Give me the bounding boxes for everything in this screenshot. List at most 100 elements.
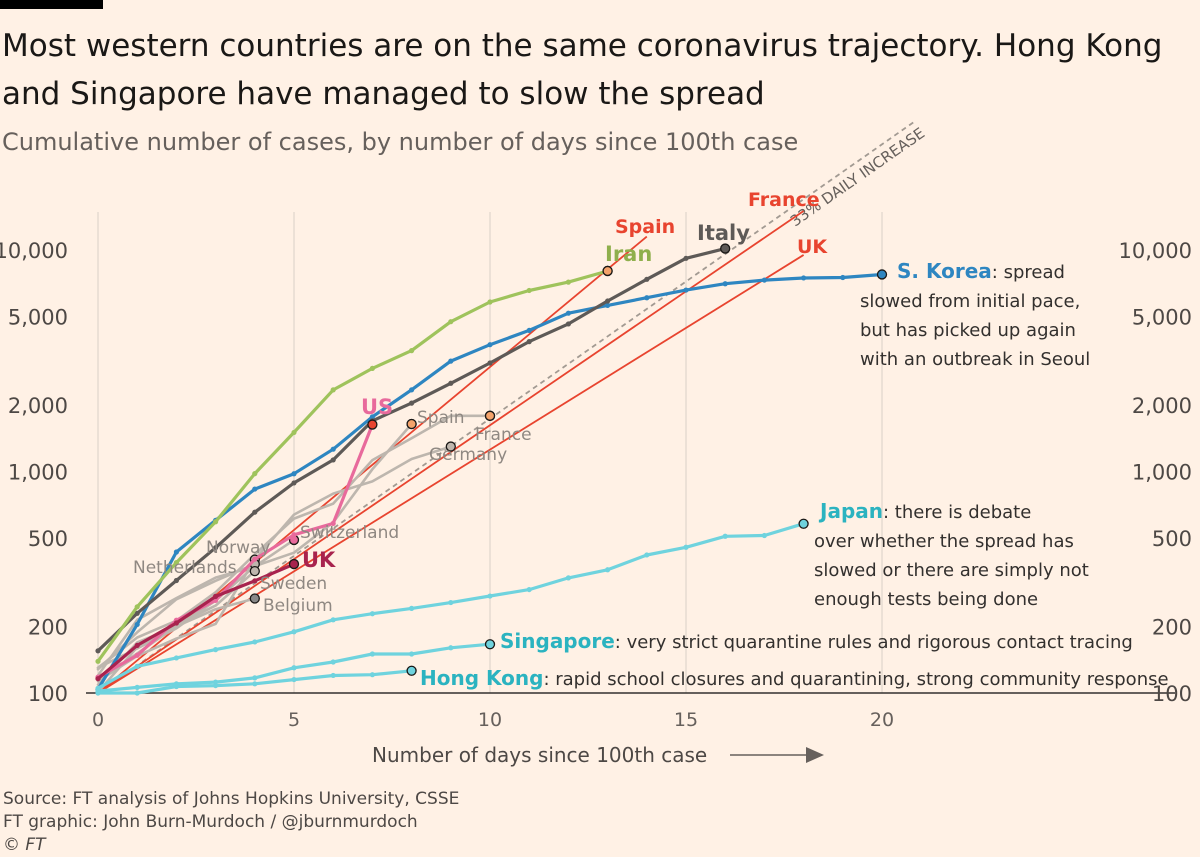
data-point-hong-kong: [252, 681, 258, 687]
end-point-sweden: [249, 565, 260, 577]
data-point-s-korea: [409, 387, 415, 393]
data-point-singapore: [369, 651, 375, 657]
data-point-japan: [369, 611, 375, 617]
data-point-s-korea: [722, 281, 728, 287]
end-point-germany: [445, 441, 456, 452]
series-annotation-singapore: Singapore: very strict quarantine rules …: [500, 629, 1133, 653]
data-point-japan: [565, 575, 572, 581]
footer: Source: FT analysis of Johns Hopkins Uni…: [3, 788, 459, 857]
y-tick-label-left: 1,000: [8, 461, 68, 485]
annotation-line: with an outbreak in Seoul: [860, 349, 1090, 370]
data-point-singapore: [134, 684, 140, 690]
chart-title: Most western countries are on the same c…: [2, 28, 1163, 112]
data-point-italy: [134, 610, 140, 616]
data-point-iran: [252, 471, 258, 477]
chart-subtitle: Cumulative number of cases, by number of…: [2, 128, 799, 156]
data-point-japan: [487, 593, 493, 599]
series-line-france: [96, 414, 492, 670]
annotation-line: slowed from initial pace,: [860, 291, 1080, 312]
annotation-line: : spread: [992, 262, 1065, 283]
data-point-singapore: [330, 659, 336, 665]
data-point-us: [134, 652, 140, 658]
data-point-uk: [95, 676, 101, 682]
series-line-switzerland: [96, 538, 296, 677]
end-point-singapore: [484, 639, 496, 650]
data-point-iran: [409, 348, 415, 354]
end-point-s-korea: [876, 269, 888, 280]
data-point-s-korea: [840, 274, 846, 281]
y-tick-label-right: 2,000: [1132, 394, 1192, 418]
annotation-line: : rapid school closures and quarantining…: [543, 669, 1168, 690]
data-point-us: [291, 532, 297, 538]
data-point-s-korea: [565, 310, 572, 316]
data-point-iran: [95, 658, 101, 664]
series-label-france: France: [475, 425, 532, 445]
end-point-italy: [720, 243, 731, 254]
trend-line-uk: [97, 254, 805, 694]
source-note: Source: FT analysis of Johns Hopkins Uni…: [3, 789, 460, 809]
series-label-japan: Japan: [818, 499, 883, 523]
data-point-japan: [605, 567, 611, 573]
x-tick-label: 15: [674, 709, 698, 731]
data-point-s-korea: [369, 414, 375, 420]
x-tick-label: 20: [870, 709, 894, 731]
end-point-iran-highlight: [602, 265, 613, 277]
data-point-s-korea: [448, 358, 454, 364]
data-point-iran: [330, 387, 336, 393]
credit-note: FT graphic: John Burn-Murdoch / @jburnmu…: [3, 812, 418, 832]
y-tick-label-right: 500: [1152, 527, 1192, 551]
data-point-japan: [448, 599, 454, 606]
trend-label-uk: UK: [797, 236, 828, 258]
series-label-netherlands: Netherlands: [133, 558, 237, 578]
data-point-iran: [526, 287, 532, 294]
end-point-japan: [798, 518, 809, 529]
series-label-germany: Germany: [429, 445, 507, 465]
annotation-line: over whether the spread has: [814, 531, 1074, 552]
annotation-line: slowed or there are simply not: [814, 560, 1089, 581]
data-point-singapore: [291, 665, 297, 671]
data-point-uk: [173, 620, 179, 626]
data-point-uk: [134, 642, 140, 649]
ft-brand-bar: [0, 0, 103, 9]
data-point-italy: [644, 276, 650, 282]
data-point-italy: [487, 360, 493, 366]
data-point-s-korea: [801, 275, 807, 281]
data-point-s-korea: [526, 327, 532, 334]
data-point-s-korea: [134, 621, 140, 628]
data-point-s-korea: [291, 471, 297, 477]
data-point-italy: [448, 380, 454, 386]
data-point-japan: [291, 629, 297, 635]
series-label-spain: Spain: [417, 408, 465, 428]
end-point-spain-highlight: [406, 418, 417, 430]
data-point-japan: [683, 544, 689, 550]
data-point-iran: [213, 519, 219, 525]
x-axis-arrow-head: [806, 747, 824, 763]
line-chart: 0 5 10 15 20 100 100 200 200 500 500 1,000 1,000 2,00…: [0, 121, 1192, 767]
end-point-france-highlight: [484, 410, 496, 421]
data-point-iran: [448, 319, 454, 325]
copyright: © FT: [3, 835, 46, 855]
data-point-italy: [683, 255, 689, 261]
data-point-uk: [213, 593, 219, 599]
series-label-switzerland: Switzerland: [300, 523, 399, 543]
y-tick-label-right: 200: [1152, 615, 1192, 639]
data-point-hong-kong: [173, 683, 179, 690]
end-point-uk: [288, 558, 300, 570]
data-point-italy: [330, 457, 336, 463]
data-point-us: [252, 556, 258, 562]
data-point-japan: [409, 605, 415, 611]
series-label-hong-kong: Hong Kong: [420, 666, 543, 690]
y-tick-label-left: 10,000: [0, 239, 68, 263]
data-point-italy: [173, 577, 179, 584]
data-point-s-korea: [605, 302, 611, 309]
y-tick-label-left: 200: [28, 615, 68, 639]
data-point-japan: [330, 617, 336, 623]
data-point-japan: [173, 655, 179, 661]
data-point-iran: [369, 365, 375, 371]
data-point-us: [330, 520, 336, 527]
data-point-s-korea: [683, 287, 689, 293]
trend-label-spain: Spain: [615, 216, 675, 238]
data-point-italy: [605, 298, 611, 304]
data-point-s-korea: [761, 277, 768, 283]
series-annotation-japan: Japan: there is debate over whether the s…: [814, 499, 1089, 610]
